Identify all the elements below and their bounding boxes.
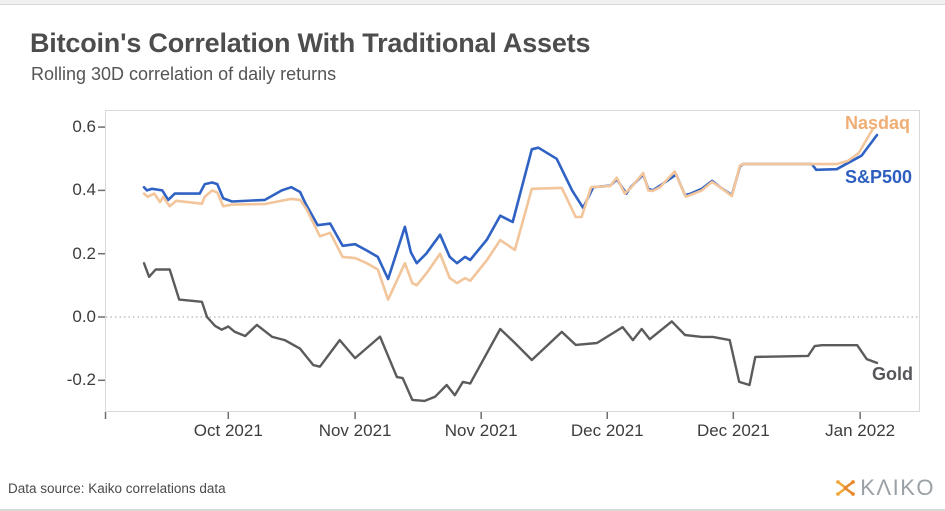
x-tick-label: Oct 2021 [193, 421, 263, 440]
kaiko-logo-icon [836, 480, 856, 496]
plot-border [105, 110, 920, 412]
y-tick-label: -0.2 [66, 370, 96, 390]
page-footer: Data source: Kaiko correlations data KΛI… [0, 471, 945, 511]
correlation-chart: 0.6 0.4 0.2 0.0 -0.2 Oct 2021 Nov 2021 Nov 2021… [0, 100, 945, 465]
kaiko-logo: KΛIKO [831, 475, 935, 501]
x-tick-label: Jan 2022 [825, 421, 896, 440]
y-tick-label: 0.6 [72, 117, 96, 137]
nasdaq-series-label: Nasdaq [845, 113, 911, 133]
x-tick-label: Dec 2021 [570, 421, 644, 440]
series-line-nasdaq [142, 126, 875, 301]
chart-title: Bitcoin's Correlation With Traditional A… [30, 28, 591, 58]
x-tick-label: Dec 2021 [696, 421, 770, 440]
chart-subtitle: Rolling 30D correlation of daily returns [31, 64, 337, 84]
y-tick-label: 0.0 [72, 307, 96, 326]
x-tick-label: Nov 2021 [444, 421, 518, 440]
plot-area [98, 110, 920, 419]
y-tick-label: 0.2 [72, 243, 96, 263]
top-border-strip [0, 0, 945, 5]
x-tick-label: Nov 2021 [318, 421, 392, 440]
sp500-series-label: S&P500 [845, 167, 913, 187]
gold-series-label: Gold [872, 364, 913, 384]
series-line-gold [142, 261, 879, 403]
data-source-note: Data source: Kaiko correlations data [8, 480, 226, 496]
kaiko-logo-text: KΛIKO [860, 475, 935, 500]
y-tick-label: 0.4 [72, 180, 96, 200]
series-line-sp500 [142, 133, 879, 281]
